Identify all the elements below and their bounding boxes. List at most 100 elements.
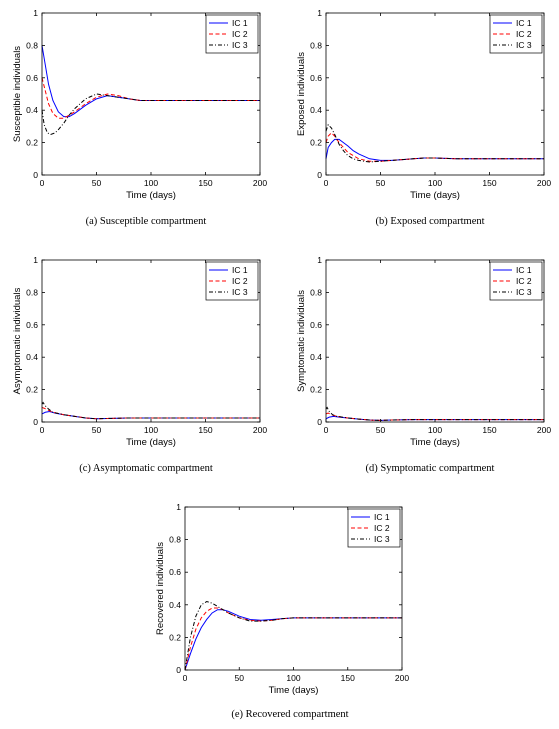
y-axis-label: Susceptible individuals bbox=[12, 46, 23, 142]
x-tick-label: 200 bbox=[537, 178, 551, 188]
y-tick-label: 0.4 bbox=[169, 600, 181, 610]
y-tick-label: 0.6 bbox=[310, 73, 322, 83]
series-line-ic-1 bbox=[184, 609, 402, 671]
panel-caption: (b) Exposed compartment bbox=[375, 216, 484, 227]
legend: IC 1IC 2IC 3 bbox=[205, 14, 259, 54]
legend-label: IC 1 bbox=[232, 265, 248, 275]
panel-caption: (a) Susceptible compartment bbox=[86, 216, 207, 227]
series-line-ic-2 bbox=[41, 406, 260, 420]
y-tick-label: 0.4 bbox=[26, 352, 38, 362]
legend-label: IC 2 bbox=[232, 276, 248, 286]
x-tick-label: 150 bbox=[198, 178, 212, 188]
y-tick-label: 0.4 bbox=[310, 105, 322, 115]
y-tick-label: 0.6 bbox=[310, 320, 322, 330]
x-tick-label: 100 bbox=[286, 673, 300, 683]
y-axis-label: Recovered individuals bbox=[155, 542, 166, 635]
y-tick-label: 0.4 bbox=[26, 105, 38, 115]
legend-label: IC 1 bbox=[516, 18, 532, 28]
legend-box bbox=[489, 261, 543, 301]
y-tick-label: 0 bbox=[176, 665, 181, 675]
y-tick-label: 0 bbox=[33, 417, 38, 427]
x-tick-label: 100 bbox=[144, 425, 158, 435]
series-line-ic-1 bbox=[41, 45, 260, 118]
legend-label: IC 2 bbox=[374, 523, 390, 533]
y-tick-label: 0.2 bbox=[310, 385, 322, 395]
panel-caption: (e) Recovered compartment bbox=[231, 709, 348, 720]
chart-panel-4: 0 50 100 150 200 0 0.2 0.4 0.6 0.8 1 Time (days) Sym… bbox=[296, 255, 551, 474]
x-tick-label: 50 bbox=[92, 425, 102, 435]
x-tick-label: 150 bbox=[482, 178, 496, 188]
x-tick-label: 50 bbox=[92, 178, 102, 188]
legend-label: IC 3 bbox=[516, 40, 532, 50]
x-tick-label: 50 bbox=[376, 425, 386, 435]
chart-panel-1: 0 50 100 150 200 0 0.2 0.4 0.6 0.8 1 Time (days) Sus… bbox=[12, 8, 267, 227]
y-tick-label: 0.6 bbox=[26, 320, 38, 330]
chart-panel-3: 0 50 100 150 200 0 0.2 0.4 0.6 0.8 1 Time (days) Asy… bbox=[12, 255, 267, 474]
x-axis-label: Time (days) bbox=[410, 190, 460, 201]
y-tick-label: 0.8 bbox=[169, 535, 181, 545]
legend: IC 1IC 2IC 3 bbox=[489, 14, 543, 54]
y-tick-label: 0 bbox=[317, 417, 322, 427]
series-line-ic-3 bbox=[41, 401, 260, 420]
series-line-ic-3 bbox=[184, 600, 402, 671]
legend-label: IC 3 bbox=[374, 534, 390, 544]
x-tick-label: 150 bbox=[198, 425, 212, 435]
x-axis-label: Time (days) bbox=[269, 685, 319, 696]
y-tick-label: 1 bbox=[317, 8, 322, 18]
series-line-ic-1 bbox=[325, 138, 544, 161]
x-tick-label: 200 bbox=[537, 425, 551, 435]
y-axis-label: Asymptomatic individuals bbox=[12, 287, 23, 394]
y-tick-label: 1 bbox=[317, 255, 322, 265]
y-tick-label: 0.8 bbox=[310, 287, 322, 297]
y-tick-label: 0 bbox=[317, 170, 322, 180]
y-tick-label: 0.2 bbox=[310, 138, 322, 148]
x-tick-label: 50 bbox=[376, 178, 386, 188]
x-tick-label: 0 bbox=[183, 673, 188, 683]
series-line-ic-3 bbox=[325, 406, 544, 421]
x-axis-label: Time (days) bbox=[410, 437, 460, 448]
x-tick-label: 50 bbox=[235, 673, 245, 683]
series-line-ic-3 bbox=[41, 93, 260, 136]
x-tick-label: 0 bbox=[40, 178, 45, 188]
chart-panel-2: 0 50 100 150 200 0 0.2 0.4 0.6 0.8 1 Time (days) Exp… bbox=[296, 8, 551, 227]
y-tick-label: 0.2 bbox=[26, 138, 38, 148]
x-tick-label: 100 bbox=[144, 178, 158, 188]
y-axis-label: Exposed individuals bbox=[296, 52, 307, 136]
y-tick-label: 0.2 bbox=[169, 632, 181, 642]
panel-caption: (d) Symptomatic compartment bbox=[366, 463, 495, 474]
x-tick-label: 100 bbox=[428, 178, 442, 188]
legend-label: IC 3 bbox=[232, 40, 248, 50]
legend-label: IC 1 bbox=[232, 18, 248, 28]
legend: IC 1IC 2IC 3 bbox=[489, 261, 543, 301]
chart-panel-5: 0 50 100 150 200 0 0.2 0.4 0.6 0.8 1 Time (days) Rec… bbox=[155, 502, 409, 720]
x-tick-label: 200 bbox=[395, 673, 409, 683]
y-axis-label: Symptomatic individuals bbox=[296, 290, 307, 392]
x-tick-label: 150 bbox=[341, 673, 355, 683]
x-tick-label: 100 bbox=[428, 425, 442, 435]
series-line-ic-3 bbox=[325, 123, 544, 163]
legend-label: IC 3 bbox=[516, 287, 532, 297]
x-axis-label: Time (days) bbox=[126, 190, 176, 201]
y-tick-label: 0.4 bbox=[310, 352, 322, 362]
x-tick-label: 150 bbox=[482, 425, 496, 435]
series-line-ic-2 bbox=[325, 132, 544, 162]
x-tick-label: 200 bbox=[253, 178, 267, 188]
panel-caption: (c) Asymptomatic compartment bbox=[79, 463, 213, 474]
legend-label: IC 3 bbox=[232, 287, 248, 297]
series-line-ic-2 bbox=[41, 77, 260, 119]
y-tick-label: 1 bbox=[33, 255, 38, 265]
legend-label: IC 1 bbox=[516, 265, 532, 275]
y-tick-label: 1 bbox=[176, 502, 181, 512]
x-tick-label: 0 bbox=[324, 425, 329, 435]
y-tick-label: 0.6 bbox=[169, 567, 181, 577]
x-tick-label: 0 bbox=[40, 425, 45, 435]
legend-box bbox=[347, 508, 401, 548]
y-tick-label: 0.6 bbox=[26, 73, 38, 83]
y-tick-label: 0 bbox=[33, 170, 38, 180]
y-tick-label: 0.2 bbox=[26, 385, 38, 395]
x-axis-label: Time (days) bbox=[126, 437, 176, 448]
legend-label: IC 2 bbox=[516, 29, 532, 39]
legend-label: IC 1 bbox=[374, 512, 390, 522]
legend-label: IC 2 bbox=[232, 29, 248, 39]
